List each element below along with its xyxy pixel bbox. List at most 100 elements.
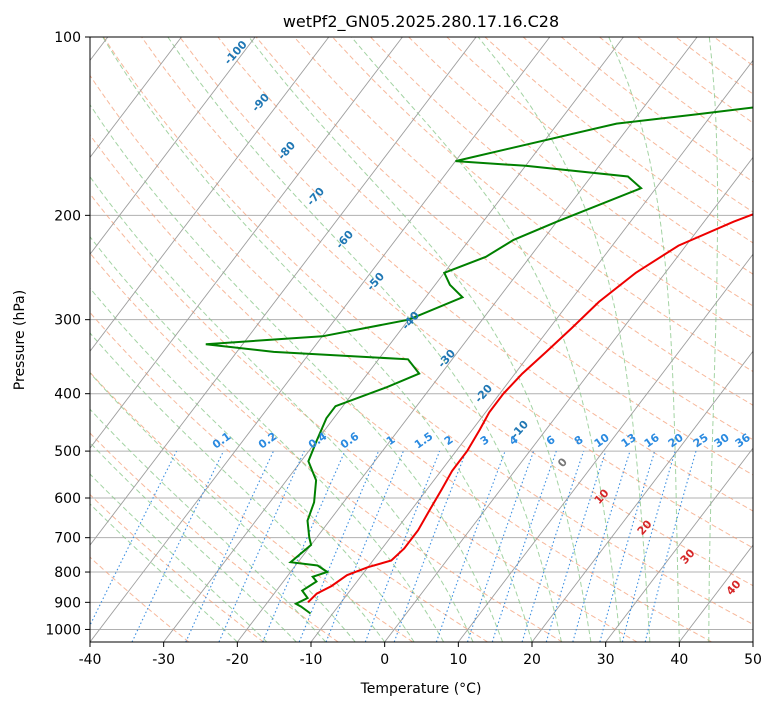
isotherm-label: -30 — [435, 347, 458, 371]
mixing-ratio-line — [393, 450, 467, 642]
moist-adiabat-line — [90, 332, 386, 642]
mixing-ratio-label: 0.6 — [338, 429, 362, 451]
moist-adiabat-line — [608, 37, 680, 642]
mixing-ratio-label: 0.2 — [256, 430, 279, 452]
plot-area — [90, 37, 753, 642]
y-tick-label: 800 — [54, 565, 81, 581]
mixing-ratio-label: 3 — [478, 433, 492, 448]
dry-adiabat-line — [446, 37, 753, 275]
x-tick-label: -20 — [226, 652, 249, 668]
plot-frame — [89, 36, 754, 643]
moist-adiabat-line — [477, 37, 651, 642]
isotherm-line — [90, 37, 256, 256]
moist-adiabat-line — [90, 372, 356, 642]
x-tick-label: 20 — [523, 652, 541, 668]
isotherm-line — [90, 37, 330, 352]
mixing-ratio-line — [491, 450, 557, 642]
moist-adiabat-line — [351, 37, 621, 642]
mixing-ratio-label: 0.4 — [306, 429, 330, 451]
mixing-ratio-label: 0.1 — [210, 430, 233, 452]
dry-adiabat-line — [370, 37, 753, 340]
moist-adiabat-label: 10 — [592, 486, 612, 506]
dry-adiabat-line — [484, 37, 753, 244]
isotherm-line — [678, 544, 753, 642]
isotherm-line — [236, 37, 698, 642]
mixing-ratio-line — [262, 450, 346, 642]
y-tick-label: 100 — [54, 30, 81, 46]
isotherm-line — [90, 37, 403, 449]
mixing-ratio-label: 25 — [691, 431, 711, 450]
mixing-ratio-label: 36 — [733, 431, 753, 451]
dry-adiabat-line — [90, 311, 488, 642]
dry-adiabat-line — [637, 37, 753, 124]
axis-ticks: -40 -30 -20 -10 0 10 20 30 40 5010020030040050060… — [45, 30, 762, 668]
y-tick-label: 200 — [54, 208, 81, 224]
x-tick-label: -10 — [300, 652, 323, 668]
chart-title: wetPf2_GN05.2025.280.17.16.C28 — [283, 12, 559, 32]
isotherm-line — [457, 253, 753, 642]
mixing-ratio-line — [185, 450, 274, 642]
dry-adiabat-line — [332, 37, 753, 373]
dry-adiabat-line — [522, 37, 753, 213]
dewpoint-profile-line — [205, 106, 753, 615]
isotherm-line — [163, 37, 624, 642]
dry-adiabat-line — [103, 37, 753, 587]
moist-adiabat-line — [90, 287, 415, 642]
mixing-ratio-line — [325, 450, 404, 642]
dry-adiabat-line — [90, 493, 264, 642]
moist-adiabat-line — [90, 473, 268, 642]
mixing-ratio-label: 20 — [666, 431, 686, 451]
y-tick-label: 1000 — [45, 622, 81, 638]
mixing-ratio-line — [521, 450, 585, 642]
moist-adiabat-label: 30 — [678, 546, 698, 566]
moist-adiabat-line — [708, 37, 719, 642]
mixing-ratio-label: 10 — [592, 431, 612, 451]
y-tick-label: 500 — [54, 444, 81, 460]
dry-adiabat-line — [90, 556, 190, 642]
x-tick-label: 30 — [597, 652, 615, 668]
mixing-ratio-line — [621, 450, 676, 642]
dry-adiabat-line — [90, 371, 414, 642]
isotherm-line — [90, 37, 182, 159]
plot-labels: -100-90-80-70-60-50-40-30-20-100.1 0.2 0.4… — [210, 38, 753, 598]
mixing-ratio-line — [644, 450, 697, 642]
isotherm-line — [310, 59, 753, 642]
isotherm-label: -60 — [333, 228, 356, 252]
moist-adiabat-line — [90, 441, 297, 642]
y-tick-label: 700 — [54, 531, 81, 547]
dry-adiabat-line — [90, 74, 753, 625]
x-tick-label: 0 — [380, 652, 389, 668]
dry-adiabat-line — [293, 37, 753, 406]
mixing-ratio-line — [435, 450, 506, 642]
moist-adiabat-line — [90, 175, 474, 642]
mixing-ratio-line — [545, 450, 607, 642]
x-tick-label: 10 — [449, 652, 467, 668]
moist-adiabat-line — [90, 408, 327, 642]
x-tick-label: 40 — [670, 652, 688, 668]
isotherm-line — [605, 447, 753, 642]
mixing-ratio-line — [218, 450, 305, 642]
isotherm-line — [384, 156, 753, 642]
moist-adiabat-label: 20 — [635, 517, 655, 537]
x-axis-label: Temperature (°C) — [360, 681, 482, 697]
dry-adiabat-line — [408, 37, 753, 307]
dry-adiabat-line — [560, 37, 753, 183]
isotherm-line — [90, 37, 477, 546]
moist-adiabat-line — [102, 37, 533, 642]
mixing-ratio-line — [599, 450, 656, 642]
isotherm-line — [752, 641, 753, 642]
isotherm-label: -70 — [304, 185, 327, 209]
y-tick-label: 300 — [54, 313, 81, 329]
isotherm-label: -80 — [275, 139, 298, 163]
isotherm-label: -20 — [472, 382, 495, 406]
mixing-ratio-line — [90, 450, 178, 627]
mixing-ratio-label: 2 — [442, 433, 456, 448]
moist-adiabat-line — [248, 37, 592, 642]
dry-adiabat-line — [217, 37, 753, 476]
dry-adiabat-line — [90, 193, 638, 642]
dry-adiabat-line — [713, 37, 753, 67]
y-tick-label: 600 — [54, 491, 81, 507]
mixing-ratio-label: 30 — [712, 431, 732, 451]
moist-adiabat-line — [167, 37, 562, 642]
